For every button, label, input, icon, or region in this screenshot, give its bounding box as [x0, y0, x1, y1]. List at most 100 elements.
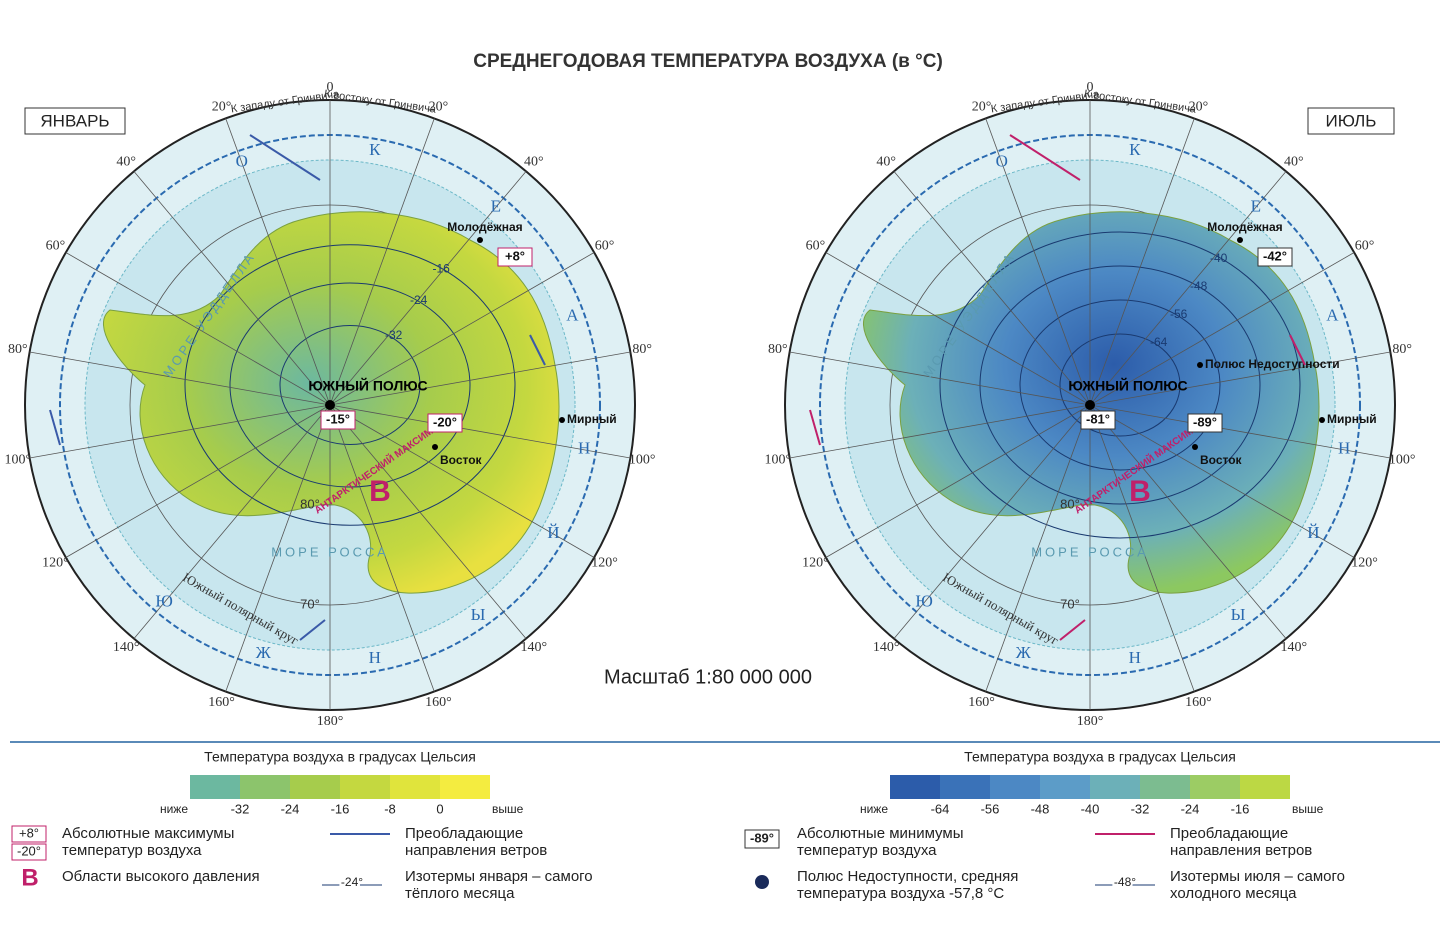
legend-swatch	[1240, 775, 1290, 799]
legend-pole-icon	[755, 875, 769, 889]
longitude-label: 80°	[1392, 342, 1412, 357]
longitude-label: 120°	[42, 556, 69, 571]
meridian	[1089, 404, 1287, 639]
isotherm	[229, 282, 471, 488]
legend-text: Преобладающие направления ветров	[405, 825, 547, 859]
legend-tick: -64	[931, 801, 950, 816]
legend-tick: -40	[1081, 801, 1100, 816]
isotherm	[1019, 299, 1221, 471]
wind-arrow	[249, 134, 321, 181]
meridian	[65, 252, 331, 406]
legend-swatch	[940, 775, 990, 799]
legend-title: Температура воздуха в градусах Цельсия	[204, 749, 476, 765]
station-label: Молодёжная	[1207, 220, 1282, 234]
legend-symbol: -24°	[341, 875, 363, 889]
ocean-letter: О	[236, 151, 248, 170]
ocean-letter: Е	[491, 196, 501, 215]
map: 0 20° 20° 40° 40° 60° 60° 80° 80° 100° 100° 120° 120…	[765, 80, 1416, 729]
legend-swatch	[390, 775, 440, 799]
pole-label: ЮЖНЫЙ ПОЛЮС	[308, 377, 427, 394]
longitude-label: 20°	[972, 99, 992, 114]
meridian	[29, 404, 331, 459]
longitude-label: 140°	[1280, 640, 1307, 655]
meridian	[29, 351, 331, 406]
station	[432, 444, 438, 450]
meridian	[133, 171, 331, 406]
station-label: Молодёжная	[447, 220, 522, 234]
longitude-label: 160°	[968, 695, 995, 710]
legend-text: Изотермы января – самого тёплого месяца	[405, 868, 593, 902]
legend-swatch	[340, 775, 390, 799]
longitude-label: 40°	[876, 154, 896, 169]
longitude-label: 160°	[425, 695, 452, 710]
wind-arrow	[299, 619, 326, 641]
meridian	[985, 404, 1091, 692]
ocean-letter: Н	[578, 439, 590, 458]
legends: Температура воздуха в градусах Цельсия ни…	[11, 749, 1345, 902]
isotherm	[184, 244, 516, 526]
longitude-label: 160°	[1185, 695, 1212, 710]
legend-tick: -56	[981, 801, 1000, 816]
meridian	[329, 351, 631, 406]
legend-swatch	[240, 775, 290, 799]
longitude-label: 40°	[524, 154, 544, 169]
pole-label: ЮЖНЫЙ ПОЛЮС	[1068, 377, 1187, 394]
isotherm-label: -24	[410, 293, 428, 307]
meridian	[329, 252, 595, 406]
longitude-label: 0	[1087, 80, 1094, 95]
legend-symbol: В	[21, 864, 38, 891]
ocean-letter: Ж	[1016, 643, 1032, 662]
legend-title: Температура воздуха в градусах Цельсия	[964, 749, 1236, 765]
longitude-label: 180°	[317, 714, 344, 729]
legend-text: Абсолютные максимумы температур воздуха	[62, 825, 234, 859]
isotherm	[939, 231, 1301, 539]
meridian	[789, 351, 1091, 406]
longitude-label: 20°	[1189, 99, 1209, 114]
meridian	[225, 404, 331, 692]
latitude-label: 70°	[300, 596, 320, 611]
meridian	[329, 118, 435, 406]
pole	[1085, 400, 1095, 410]
meridian	[329, 171, 527, 406]
longitude-label: 40°	[1284, 154, 1304, 169]
meridian	[789, 404, 1091, 459]
record-label: +8°	[505, 248, 525, 263]
legend-symbol-box	[11, 825, 47, 843]
legend-swatch	[990, 775, 1040, 799]
meridian	[329, 404, 435, 692]
meridian	[985, 118, 1091, 406]
longitude-label: 120°	[591, 556, 618, 571]
record-box	[497, 247, 533, 267]
ocean-letter: Н	[1129, 648, 1141, 667]
legend-tick: -32	[1131, 801, 1150, 816]
meridian	[893, 171, 1091, 406]
legend-tick: -24	[1181, 801, 1200, 816]
meridian	[1089, 404, 1355, 558]
record-label: -89°	[1193, 414, 1217, 429]
ocean-letter: Ю	[155, 592, 172, 611]
legend-tick: -8	[384, 801, 396, 816]
legend-tick: 0	[436, 801, 443, 816]
station	[1197, 362, 1203, 368]
legend-text: Преобладающие направления ветров	[1170, 825, 1312, 859]
wind-arrow	[1059, 619, 1086, 641]
isotherm-label: -32	[385, 328, 403, 342]
longitude-label: 120°	[802, 556, 829, 571]
longitude-label: 140°	[520, 640, 547, 655]
ocean-letter: А	[566, 306, 579, 325]
longitude-label: 180°	[1077, 714, 1104, 729]
meridian	[893, 404, 1091, 639]
longitude-label: 120°	[1351, 556, 1378, 571]
ocean-letter: Ю	[915, 592, 932, 611]
meridian	[825, 404, 1091, 558]
legend-symbol: -20°	[17, 843, 41, 858]
legend-swatch	[1190, 775, 1240, 799]
longitude-label: 100°	[5, 452, 32, 467]
station-label: Восток	[1200, 453, 1243, 467]
legend-symbol: -89°	[750, 830, 774, 845]
ocean-letter: К	[1129, 140, 1141, 159]
record-box	[1080, 410, 1116, 430]
latitude-label: 80°	[1060, 496, 1080, 511]
pole	[325, 400, 335, 410]
isotherm-label: -40	[1210, 251, 1228, 265]
